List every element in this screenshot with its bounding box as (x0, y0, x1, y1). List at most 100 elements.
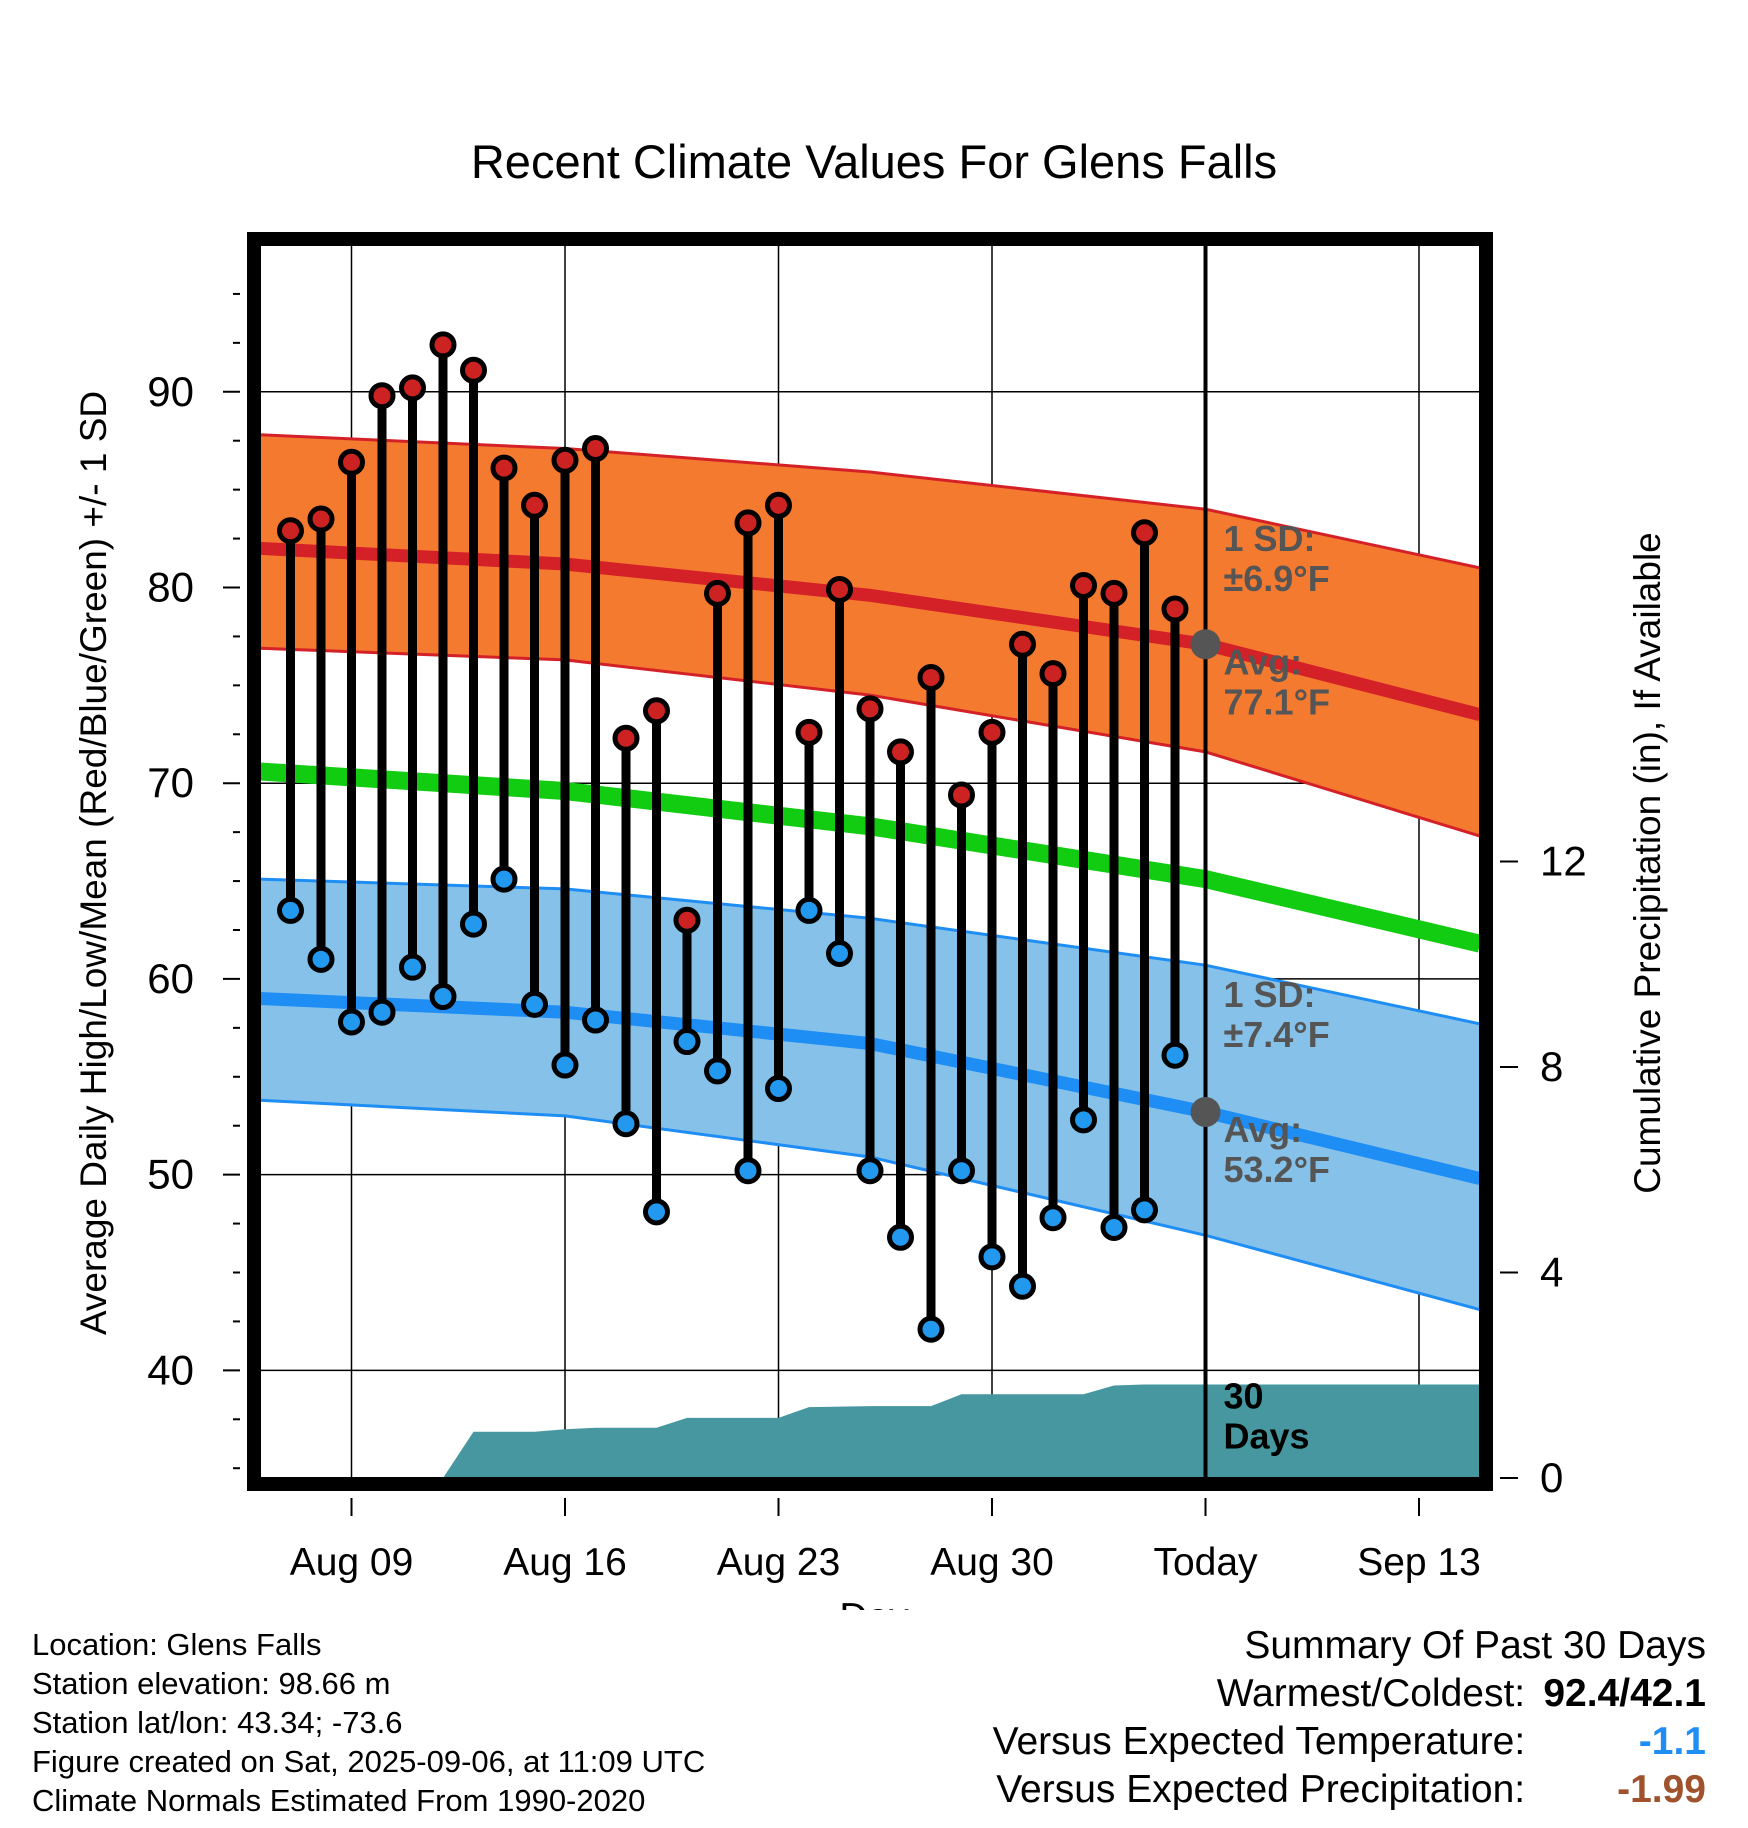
warm-cold-label: Warmest/Coldest: (1216, 1672, 1526, 1715)
normals-text: Climate Normals Estimated From 1990-2020 (32, 1783, 646, 1818)
daily-high-point (1131, 519, 1158, 547)
daily-high-point (887, 738, 914, 766)
daily-high-point (1039, 660, 1067, 688)
low-sd-annotation-line2: ±7.4°F (1224, 1014, 1330, 1055)
days-annotation-line2: Days (1224, 1415, 1310, 1456)
y2-tick-label: 0 (1540, 1454, 1563, 1501)
daily-high-point (704, 579, 731, 607)
daily-low-point (460, 910, 487, 938)
precipitation-area (260, 1384, 1480, 1478)
daily-high-point (948, 781, 975, 809)
summary-warm-cold: Warmest/Coldest: 92.4/42.1 (993, 1670, 1706, 1718)
summary-title: Summary Of Past 30 Days (1244, 1624, 1706, 1667)
daily-low-point (978, 1243, 1006, 1271)
normal-high-mean-line (260, 541, 1480, 721)
daily-high-point (460, 356, 487, 384)
high-avg-annotation-line2: 77.1°F (1224, 681, 1330, 722)
location-text: Location: Glens Falls (32, 1627, 322, 1662)
daily-high-point (734, 509, 762, 537)
daily-low-point (856, 1157, 884, 1185)
daily-low-point (277, 896, 304, 924)
daily-low-point (643, 1198, 670, 1226)
daily-high-point (978, 718, 1006, 746)
daily-high-point (429, 331, 457, 359)
daily-high-point (277, 517, 304, 545)
daily-low-point (551, 1051, 579, 1079)
daily-low-point (368, 998, 396, 1026)
daily-low-point (307, 945, 335, 973)
precip-label: Versus Expected Precipitation: (996, 1768, 1526, 1811)
y2-tick-label: 4 (1540, 1249, 1563, 1296)
y-tick-label: 70 (147, 759, 194, 806)
daily-high-point (490, 454, 518, 482)
summary-temp: Versus Expected Temperature: -1.1 (993, 1718, 1706, 1766)
daily-low-point (826, 939, 853, 967)
daily-high-point (1009, 630, 1036, 658)
daily-low-point (1070, 1106, 1097, 1134)
normal-high-upper-line (260, 433, 1480, 570)
temp-label: Versus Expected Temperature: (992, 1720, 1526, 1763)
days-annotation-line1: 30 (1224, 1375, 1264, 1416)
station-info: Location: Glens Falls Station elevation:… (32, 1625, 705, 1820)
y-tick-label: 80 (147, 564, 194, 611)
x-tick-label: Today (1153, 1541, 1258, 1584)
y2-tick-label: 12 (1540, 838, 1587, 885)
y2-tick-label: 8 (1540, 1043, 1563, 1090)
daily-low-point (765, 1075, 792, 1103)
daily-low-point (612, 1110, 640, 1138)
high-avg-annotation: Avg: 77.1°F (1224, 641, 1330, 722)
x-axis-label: Day (839, 1596, 909, 1610)
daily-high-point (765, 491, 792, 519)
high-sd-annotation: 1 SD: ±6.9°F (1224, 518, 1330, 599)
summary-panel: Summary Of Past 30 Days Warmest/Coldest:… (993, 1622, 1706, 1814)
low-avg-annotation-line2: 53.2°F (1224, 1149, 1330, 1190)
x-tick-label: Aug 30 (930, 1541, 1054, 1584)
daily-high-point (1070, 572, 1097, 600)
x-tick-label: Sep 13 (1357, 1541, 1481, 1584)
y-tick-label: 40 (147, 1346, 194, 1393)
daily-low-point (399, 953, 426, 981)
daily-high-point (1100, 579, 1128, 607)
created-text: Figure created on Sat, 2025-09-06, at 11… (32, 1744, 706, 1779)
daily-low-point (795, 896, 823, 924)
daily-low-point (917, 1315, 945, 1343)
daily-high-point (399, 374, 426, 402)
today-low-avg-marker (1190, 1097, 1221, 1128)
daily-low-point (521, 990, 548, 1018)
daily-high-point (856, 695, 884, 723)
daily-high-point (307, 505, 335, 533)
summary-precip: Versus Expected Precipitation: -1.99 (993, 1766, 1706, 1814)
daily-high-point (826, 575, 853, 603)
y-axis-label: Average Daily High/Low/Mean (Red/Blue/Gr… (73, 391, 114, 1335)
x-tick-label: Aug 09 (290, 1541, 414, 1584)
daily-high-point (551, 446, 579, 474)
daily-high-point (521, 491, 548, 519)
low-avg-annotation-line1: Avg: (1224, 1109, 1303, 1150)
temp-value: -1.1 (1638, 1720, 1706, 1763)
daily-low-point (1009, 1272, 1036, 1300)
daily-low-point (429, 983, 457, 1011)
precip-value: -1.99 (1617, 1768, 1706, 1811)
daily-high-point (643, 697, 670, 725)
daily-low-point (490, 865, 518, 893)
plot-frame (247, 232, 1493, 1491)
daily-low-point (948, 1157, 975, 1185)
y-tick-label: 90 (147, 368, 194, 415)
daily-high-point (1161, 595, 1189, 623)
warm-cold-value: 92.4/42.1 (1543, 1672, 1706, 1715)
daily-low-point (704, 1057, 731, 1085)
daily-low-point (338, 1008, 365, 1036)
daily-low-point (734, 1157, 762, 1185)
today-high-avg-marker (1190, 629, 1221, 660)
daily-high-point (673, 906, 701, 934)
x-tick-label: Aug 23 (717, 1541, 841, 1584)
daily-high-point (795, 718, 823, 746)
daily-low-point (582, 1006, 609, 1034)
latlon-text: Station lat/lon: 43.34; -73.6 (32, 1705, 403, 1740)
daily-high-point (917, 664, 945, 692)
x-tick-label: Aug 16 (503, 1541, 627, 1584)
daily-low-point (887, 1223, 914, 1251)
daily-high-point (338, 448, 365, 476)
low-avg-annotation: Avg: 53.2°F (1224, 1109, 1330, 1190)
